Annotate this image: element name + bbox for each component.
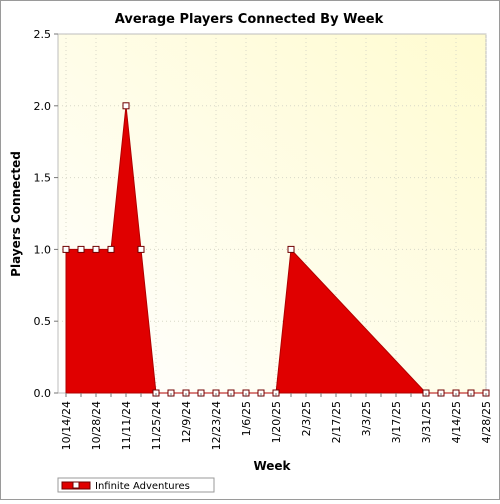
x-tick-label: 4/28/25 (480, 401, 493, 443)
y-tick-label: 2.0 (34, 100, 52, 113)
y-axis-title: Players Connected (9, 151, 23, 277)
legend: Infinite Adventures (57, 477, 215, 493)
data-point (287, 245, 295, 253)
x-tick-label: 12/23/24 (210, 401, 223, 450)
data-point (92, 245, 100, 253)
legend-box (57, 477, 215, 493)
x-tick-label: 11/25/24 (150, 401, 163, 450)
x-tick-label: 4/14/25 (450, 401, 463, 443)
grid-lines (58, 34, 487, 393)
x-tick-label: 1/6/25 (240, 401, 253, 436)
x-tick-label: 12/9/24 (180, 401, 193, 443)
data-point (62, 245, 70, 253)
x-tick-label: 10/14/24 (60, 401, 73, 450)
chart-title: Average Players Connected By Week (115, 12, 384, 27)
data-point (107, 245, 115, 253)
data-point (77, 245, 85, 253)
y-tick-label: 1.0 (34, 243, 52, 256)
x-tick-label: 3/3/25 (360, 401, 373, 436)
y-tick-label: 0.5 (34, 315, 52, 328)
x-tick-label: 3/31/25 (420, 401, 433, 443)
x-axis-ticks: 10/14/24 10/28/24 11/11/24 11/25/24 12/9/24 1… (60, 393, 493, 450)
x-tick-label: 1/20/25 (270, 401, 283, 443)
data-point (122, 102, 130, 110)
y-tick-label: 2.5 (34, 28, 52, 41)
x-tick-label: 3/17/25 (390, 401, 403, 443)
x-axis-title: Week (253, 459, 291, 473)
legend-label: Infinite Adventures (95, 481, 190, 492)
x-tick-label: 11/11/24 (120, 401, 133, 450)
y-tick-label: 0.0 (34, 387, 52, 400)
legend-marker (72, 481, 80, 489)
y-axis-ticks: 0.0 0.5 1.0 1.5 2.0 2.5 (34, 28, 58, 400)
x-tick-label: 2/17/25 (330, 401, 343, 443)
x-tick-label: 10/28/24 (90, 401, 103, 450)
x-tick-label: 2/3/25 (300, 401, 313, 436)
y-tick-label: 1.5 (34, 172, 52, 185)
data-point (137, 245, 145, 253)
